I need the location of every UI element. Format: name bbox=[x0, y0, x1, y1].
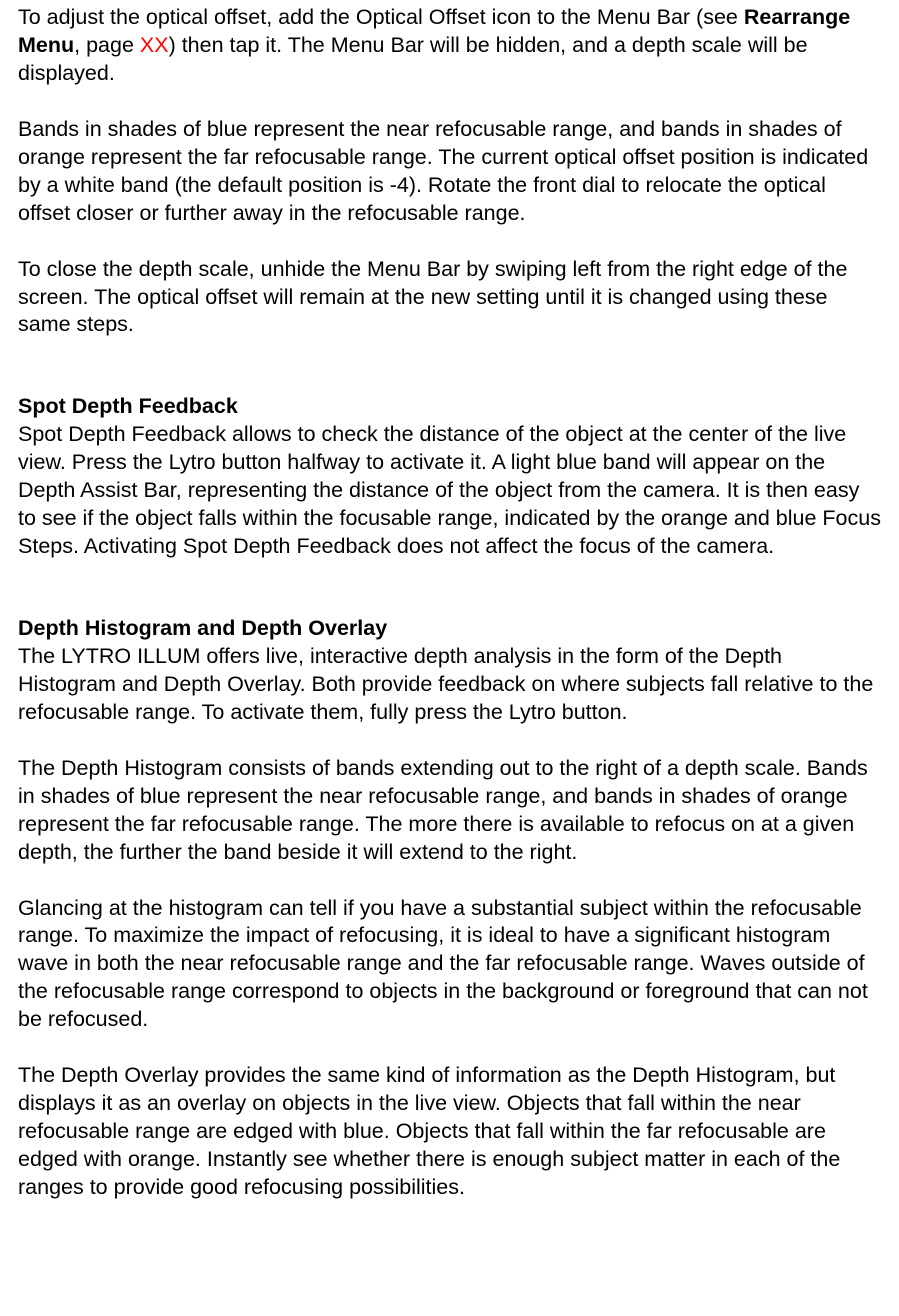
paragraph-spot-depth-feedback: Spot Depth Feedback allows to check the … bbox=[18, 421, 881, 561]
paragraph-spacer bbox=[18, 88, 881, 116]
paragraph-close-depth-scale: To close the depth scale, unhide the Men… bbox=[18, 256, 881, 340]
section-spacer bbox=[18, 561, 881, 615]
paragraph-spacer bbox=[18, 867, 881, 895]
paragraph-optical-offset-intro: To adjust the optical offset, add the Op… bbox=[18, 4, 881, 88]
text-run: To adjust the optical offset, add the Op… bbox=[18, 5, 744, 29]
heading-depth-histogram-overlay: Depth Histogram and Depth Overlay bbox=[18, 615, 881, 643]
paragraph-spacer bbox=[18, 228, 881, 256]
text-run: , page bbox=[74, 33, 140, 57]
paragraph-depth-intro: The LYTRO ILLUM offers live, interactive… bbox=[18, 643, 881, 727]
paragraph-bands-description: Bands in shades of blue represent the ne… bbox=[18, 116, 881, 228]
paragraph-spacer bbox=[18, 727, 881, 755]
paragraph-depth-histogram: The Depth Histogram consists of bands ex… bbox=[18, 755, 881, 867]
paragraph-depth-overlay: The Depth Overlay provides the same kind… bbox=[18, 1062, 881, 1202]
paragraph-histogram-glancing: Glancing at the histogram can tell if yo… bbox=[18, 895, 881, 1035]
page-reference-placeholder: XX bbox=[140, 33, 169, 57]
heading-spot-depth-feedback: Spot Depth Feedback bbox=[18, 393, 881, 421]
section-spacer bbox=[18, 339, 881, 393]
paragraph-spacer bbox=[18, 1034, 881, 1062]
